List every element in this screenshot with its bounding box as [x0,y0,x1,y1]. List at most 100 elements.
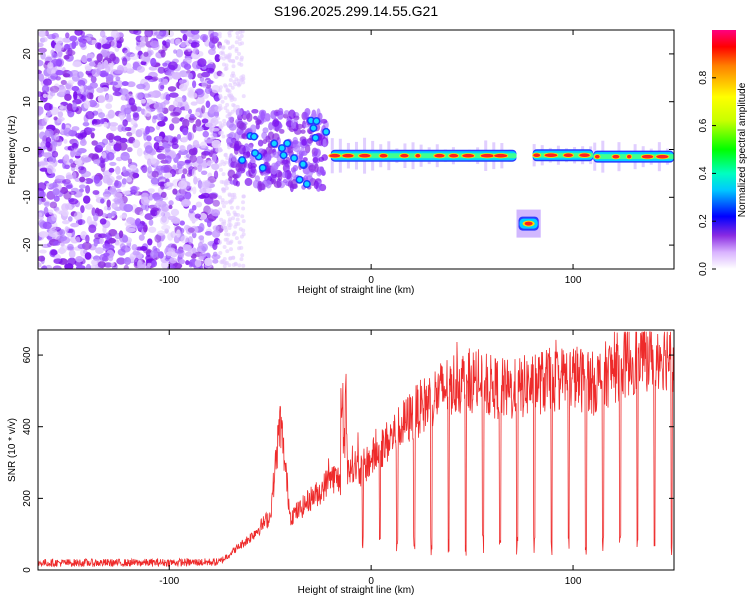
noise-blob [236,82,241,87]
noise-blob [237,61,242,66]
tone-blob [291,155,297,161]
noise-blob [147,238,153,246]
noise-blob [230,109,235,114]
snr-y-tick-label: 200 [22,490,33,507]
noise-blob [98,112,106,119]
noise-blob [191,231,197,239]
noise-blob [121,81,129,87]
tone-blob [279,145,285,151]
noise-blob [225,210,230,215]
tone-peak [434,153,445,158]
noise-blob [85,263,92,269]
noise-blob [147,165,152,174]
noise-blob [64,263,74,269]
noise-blob [201,118,209,124]
noise-blob [124,221,131,227]
noise-blob [201,181,210,190]
noise-blob [218,167,223,172]
noise-blob [167,86,177,92]
noise-blob [235,217,240,222]
noise-blob [59,246,65,255]
noise-blob [63,127,72,137]
noise-blob [224,39,229,44]
noise-blob [38,124,44,130]
noise-blob [151,76,159,81]
noise-blob [89,265,100,269]
spectrogram-y-tick-label: -10 [22,190,33,205]
noise-blob [138,234,145,241]
noise-blob [60,79,67,85]
noise-blob [227,219,232,224]
noise-blob [198,222,205,232]
noise-blob [191,80,197,89]
tone-peak [494,153,508,158]
transition-blob [282,171,288,179]
transition-blob [258,148,265,154]
noise-blob [39,249,47,254]
noise-blob [136,261,146,269]
noise-blob [56,118,63,124]
transition-blob [288,109,296,120]
tone-peak [400,153,409,158]
noise-blob [62,73,71,78]
noise-blob [145,125,151,135]
snr-panel: -100 0 100 0 200 400 600 Height of straight l… [7,329,675,596]
noise-blob [140,196,150,206]
noise-blob [38,47,47,53]
transition-blob [300,129,306,134]
noise-blob [229,239,234,244]
transition-blob [321,154,328,161]
noise-blob [237,240,242,245]
noise-blob [199,34,209,41]
noise-blob [120,151,130,161]
transition-blob [270,165,278,175]
noise-blob [180,235,189,244]
noise-blob [118,142,128,151]
noise-blob [224,228,229,233]
noise-blob [170,231,176,238]
noise-blob [161,215,167,223]
noise-blob [175,48,184,58]
noise-blob [103,193,110,200]
colorbar-tick-label: 0.0 [698,262,709,276]
tone-blob [281,152,287,158]
noise-blob [148,219,154,226]
snr-frame [37,329,675,571]
noise-blob [165,39,171,45]
noise-blob [188,148,197,156]
noise-blob [140,36,146,42]
transition-blob [265,135,271,143]
noise-blob [199,188,207,194]
noise-blob [205,100,211,108]
noise-blob [53,195,60,202]
transition-blob [244,177,253,186]
noise-blob [230,44,235,49]
noise-blob [184,251,193,257]
noise-blob [155,135,163,141]
noise-blob [86,57,93,62]
noise-blob [111,210,117,217]
noise-blob [131,243,138,251]
noise-blob [61,219,70,225]
noise-blob [108,122,119,127]
noise-blob [229,30,234,33]
transition-blob [312,156,319,164]
noise-blob [42,152,53,158]
noise-blob [80,231,88,240]
noise-blob [78,184,86,189]
noise-blob [105,144,112,153]
noise-blob [211,209,221,217]
noise-blob [172,100,179,107]
noise-blob [38,69,43,75]
noise-blob [43,206,49,216]
tone-peak [359,153,371,158]
noise-blob [57,111,64,118]
noise-blob [234,40,239,45]
transition-blob [313,180,319,190]
noise-blob [55,209,64,214]
transition-blob [290,179,298,189]
noise-blob [176,134,182,140]
tone-blob [260,165,266,171]
noise-blob [218,103,223,108]
noise-blob [82,90,89,96]
